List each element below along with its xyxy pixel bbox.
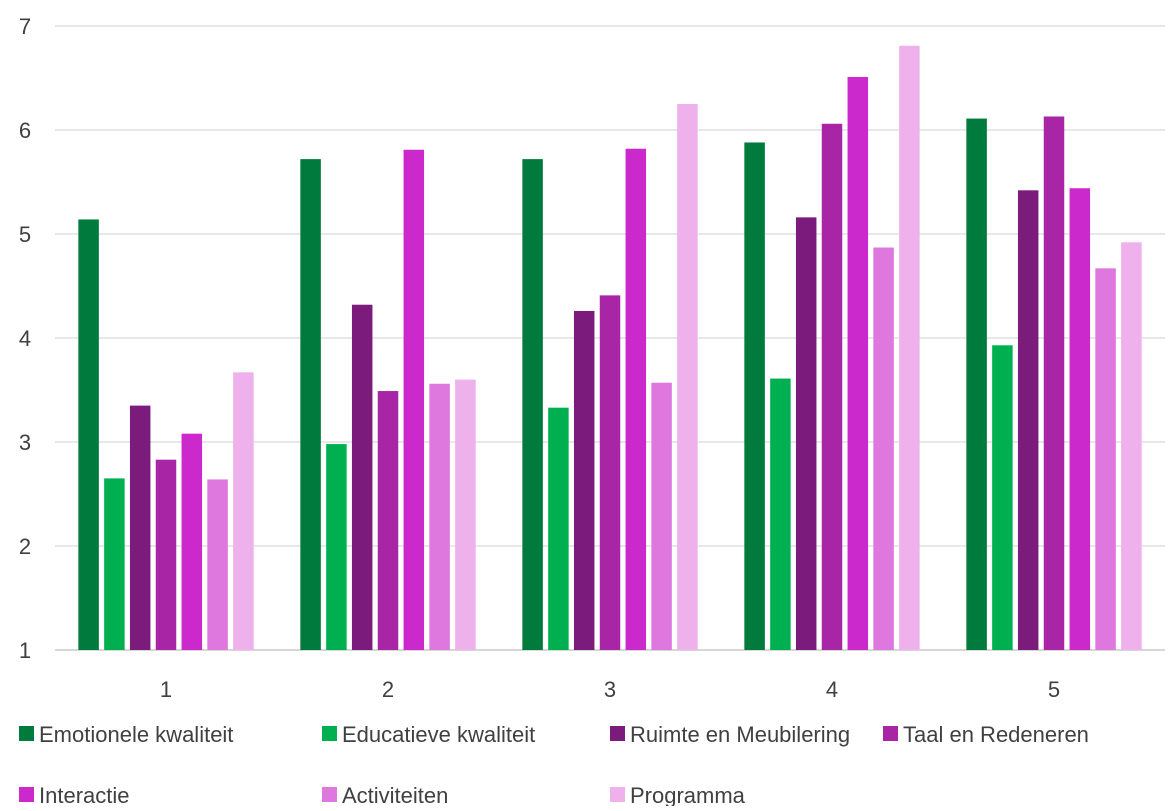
x-tick-label: 4 [826, 677, 838, 702]
legend-label: Ruimte en Meubilering [630, 722, 850, 747]
bar [129, 405, 151, 650]
bar [377, 391, 399, 650]
bar [78, 219, 99, 650]
bar [1043, 116, 1065, 651]
bar [351, 304, 373, 650]
bar [207, 479, 228, 650]
bar [326, 444, 347, 650]
bar [625, 148, 647, 650]
y-tick-label: 5 [19, 222, 31, 247]
bar [233, 372, 254, 650]
x-tick-label: 2 [382, 677, 394, 702]
x-tick-label: 1 [160, 677, 172, 702]
bar [300, 159, 321, 650]
legend-item: Taal en Redeneren [883, 722, 1089, 747]
bars [78, 45, 1142, 651]
bar [899, 45, 920, 650]
legend-label: Emotionele kwaliteit [39, 722, 233, 747]
legend-label: Interactie [39, 783, 130, 806]
bar [1069, 188, 1091, 651]
bar [966, 118, 987, 650]
bar [1017, 190, 1039, 650]
y-tick-label: 7 [19, 14, 31, 39]
legend-item: Educatieve kwaliteit [322, 722, 535, 747]
bar [821, 123, 843, 650]
bar [522, 159, 543, 650]
legend-swatch [322, 787, 337, 802]
legend-swatch [610, 787, 625, 802]
bar [181, 433, 203, 650]
y-tick-label: 3 [19, 430, 31, 455]
legend-label: Educatieve kwaliteit [342, 722, 535, 747]
legend-item: Activiteiten [322, 783, 448, 808]
legend-swatch [19, 726, 34, 741]
bar [104, 478, 125, 650]
bar [429, 383, 450, 650]
legend-item: Programma [610, 783, 746, 808]
bar [992, 345, 1013, 650]
legend-item: Emotionele kwaliteit [19, 722, 233, 747]
bar [795, 217, 817, 651]
x-tick-label: 3 [604, 677, 616, 702]
legend-swatch [322, 726, 337, 741]
bar [744, 142, 765, 651]
legend-item: Ruimte en Meubilering [610, 722, 850, 747]
legend-swatch [610, 726, 625, 741]
bar [573, 310, 595, 650]
bar [677, 104, 698, 650]
bar [548, 407, 569, 650]
y-tick-label: 2 [19, 534, 31, 559]
y-tick-label: 1 [19, 638, 31, 663]
bar [455, 379, 476, 650]
bar [770, 378, 791, 650]
bar [403, 149, 425, 650]
bar [847, 76, 869, 650]
legend-swatch [883, 726, 898, 741]
bar [1121, 242, 1142, 650]
legend-swatch [19, 787, 34, 802]
legend-label: Programma [630, 783, 746, 806]
legend-item: Interactie [19, 783, 130, 808]
y-tick-label: 6 [19, 118, 31, 143]
bar [651, 382, 672, 650]
legend: Emotionele kwaliteit Educatieve kwaliteit… [19, 722, 1089, 808]
y-tick-label: 4 [19, 326, 31, 351]
x-tick-label: 5 [1048, 677, 1060, 702]
legend-label: Activiteiten [342, 783, 448, 806]
bar [155, 459, 177, 650]
bar [1095, 268, 1116, 650]
y-axis-ticks: 1 2 3 4 5 6 7 [19, 14, 31, 663]
bar [599, 295, 621, 650]
x-axis-ticks: 1 2 3 4 5 [160, 677, 1060, 702]
legend-label: Taal en Redeneren [903, 722, 1089, 747]
bar [873, 247, 894, 650]
